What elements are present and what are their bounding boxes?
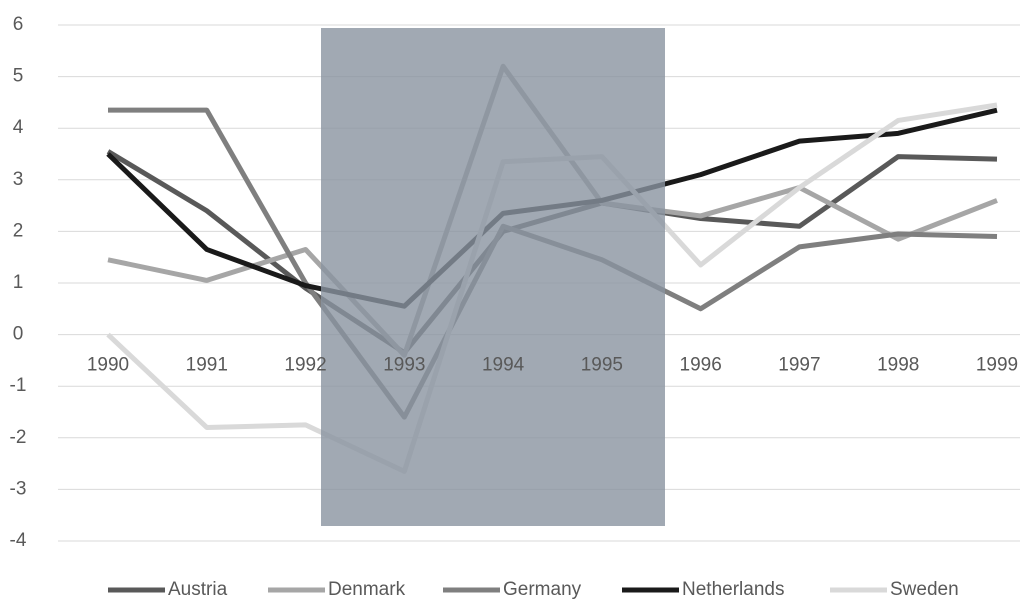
- y-tick-label: -1: [10, 375, 27, 396]
- legend-label: Sweden: [890, 579, 959, 600]
- y-tick-label: 2: [13, 220, 24, 241]
- legend-label: Germany: [503, 579, 582, 600]
- y-tick-label: 5: [13, 66, 24, 87]
- y-tick-label: -2: [10, 427, 27, 448]
- legend-label: Austria: [168, 579, 228, 600]
- labels: -4 -3 -2 -1 0 1 2 3 4 5 6 1990 1991 1992 1993 1994 1995 1…: [10, 14, 1019, 600]
- x-tick-label: 1990: [87, 355, 129, 376]
- y-tick-label: -3: [10, 478, 27, 499]
- y-tick-label: 0: [13, 324, 24, 345]
- y-tick-label: 4: [13, 117, 24, 138]
- y-tick-label: 6: [13, 14, 24, 35]
- shaded-period: [321, 28, 665, 526]
- y-tick-label: 3: [13, 169, 24, 190]
- x-tick-label: 1991: [186, 355, 228, 376]
- y-tick-label: -4: [10, 530, 27, 551]
- x-tick-label: 1994: [482, 355, 525, 376]
- x-tick-label: 1997: [778, 355, 820, 376]
- y-tick-label: 1: [13, 272, 24, 293]
- x-tick-label: 1998: [877, 355, 919, 376]
- legend-label: Denmark: [328, 579, 406, 600]
- x-tick-label: 1999: [976, 355, 1018, 376]
- x-tick-label: 1992: [284, 355, 326, 376]
- x-tick-label: 1996: [680, 355, 722, 376]
- legend-label: Netherlands: [682, 579, 784, 600]
- x-tick-label: 1993: [383, 355, 425, 376]
- x-tick-label: 1995: [581, 355, 623, 376]
